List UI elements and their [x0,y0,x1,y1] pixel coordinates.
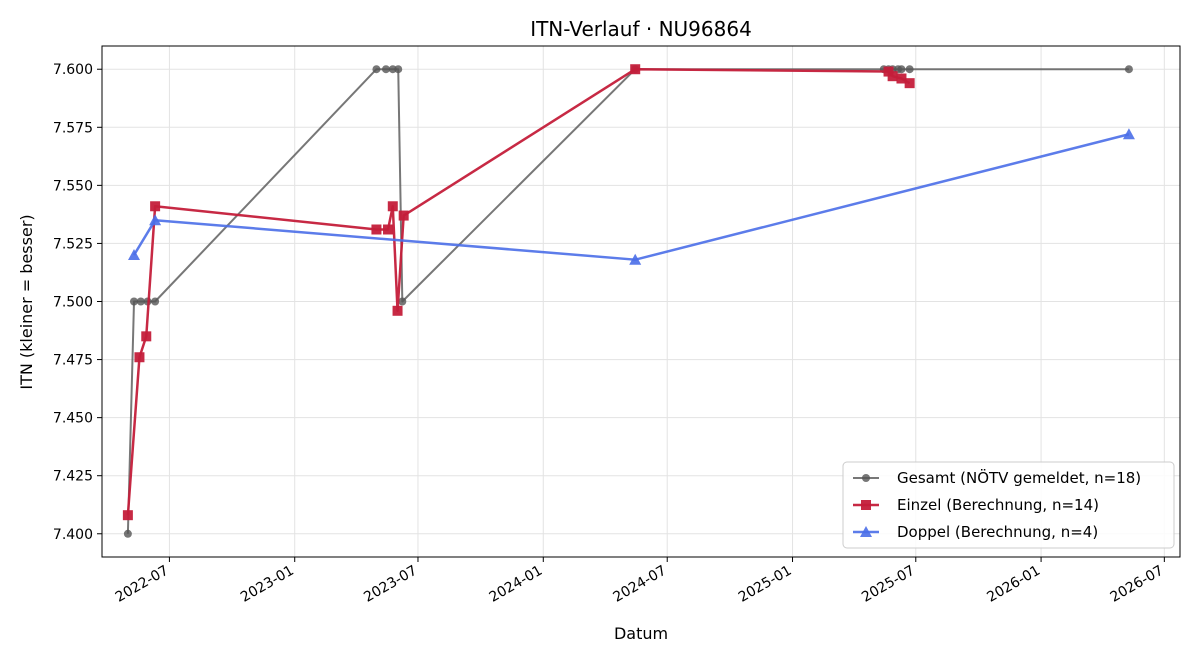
data-point [383,224,394,235]
data-point [134,352,145,363]
legend-swatch-marker [862,474,870,482]
y-tick-label: 7.525 [53,236,93,252]
series-2 [128,128,1135,265]
y-tick-label: 7.550 [53,178,93,194]
chart-title: ITN-Verlauf · NU96864 [530,17,752,41]
y-tick-label: 7.400 [53,527,93,543]
y-tick-label: 7.500 [53,295,93,311]
data-point [141,331,152,342]
y-tick-label: 7.600 [53,62,93,78]
legend-label: Gesamt (NÖTV gemeldet, n=18) [897,468,1141,487]
data-point [905,65,914,74]
legend-entry: Doppel (Berechnung, n=4) [853,523,1098,541]
data-point [122,510,133,521]
data-point [887,71,898,82]
legend-box [842,461,1175,549]
x-axis-title: Datum [614,624,668,643]
data-point [371,224,382,235]
data-point [630,64,641,75]
data-point [394,65,403,74]
series-layer [122,64,1135,538]
y-tick-label: 7.575 [53,120,93,136]
legend: Gesamt (NÖTV gemeldet, n=18) Einzel (Bere… [842,461,1175,549]
data-point [387,201,398,212]
legend-swatch-marker [861,500,871,510]
data-point [151,297,160,306]
data-point [130,297,139,306]
data-point [149,214,162,226]
legend-entry: Einzel (Berechnung, n=14) [853,496,1099,514]
data-point [372,65,381,74]
data-point [398,297,407,306]
legend-swatch-marker [860,526,872,537]
series-1 [122,64,915,521]
data-point [392,305,403,316]
data-point [136,297,145,306]
data-point [1122,128,1135,140]
legend-entry: Gesamt (NÖTV gemeldet, n=18) [853,468,1141,487]
legend-label: Doppel (Berechnung, n=4) [897,523,1098,541]
data-point [897,65,906,74]
y-tick-label: 7.450 [53,411,93,427]
series-line [132,133,1130,261]
data-point [128,249,141,261]
y-tick-label: 7.425 [53,469,93,485]
y-tick-label: 7.475 [53,353,93,369]
data-point [123,529,132,538]
legend-label: Einzel (Berechnung, n=14) [897,496,1099,514]
y-axis-title: ITN (kleiner = besser) [17,214,36,389]
data-point [629,253,642,265]
data-point [904,78,915,89]
data-point [150,201,161,212]
data-point [381,65,390,74]
data-point [398,210,409,221]
data-point [896,73,907,84]
data-point [1124,65,1133,74]
